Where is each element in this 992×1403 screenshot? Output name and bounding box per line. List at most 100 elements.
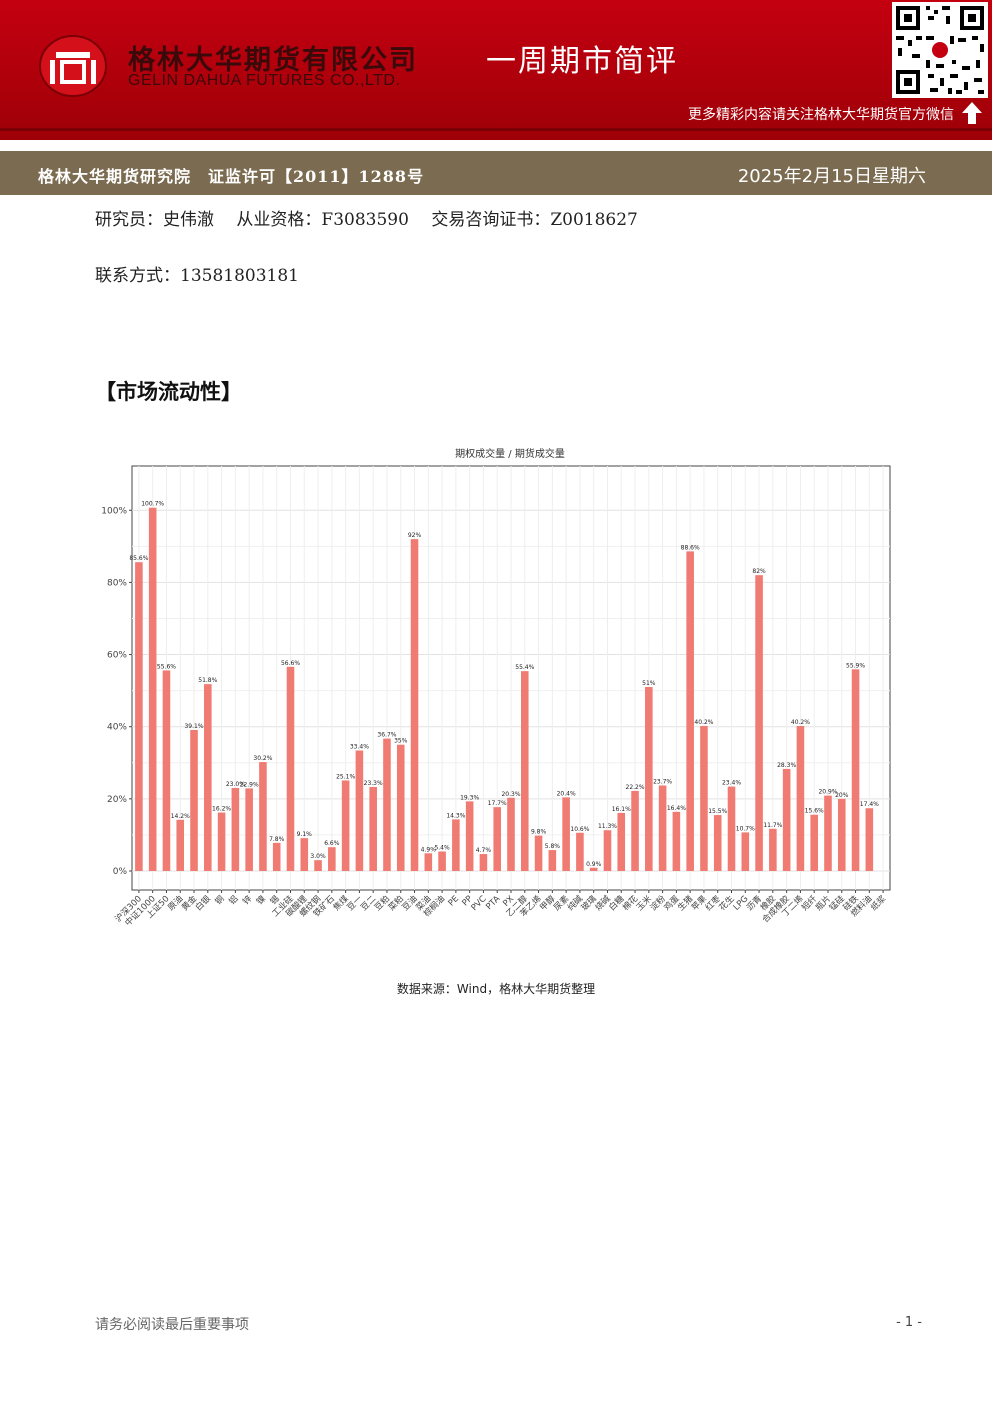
bar <box>452 819 460 871</box>
bar <box>824 795 832 871</box>
bar <box>396 744 405 871</box>
data-label: 40.2% <box>791 719 810 726</box>
bar <box>589 867 598 871</box>
footer-disclaimer: 请务必阅读最后重要事项 <box>95 1317 249 1333</box>
x-tick-label: 锌 <box>240 893 254 907</box>
data-label: 14.3% <box>446 812 465 819</box>
data-label: 28.3% <box>777 762 796 769</box>
chart-title: 期权成交量 / 期货成交量 <box>455 447 565 460</box>
header-banner <box>0 0 992 140</box>
report-title: 一周期市简评 <box>486 44 678 79</box>
x-tick-label: 白银 <box>193 893 213 913</box>
bar <box>727 786 736 871</box>
bar <box>190 729 198 871</box>
bar <box>507 797 515 871</box>
bar <box>314 860 322 871</box>
data-label: 23.3% <box>364 780 383 787</box>
data-source: 数据来源：Wind，格林大华期货整理 <box>396 982 596 996</box>
data-label: 82% <box>752 568 766 575</box>
y-tick-label: 20% <box>107 795 127 805</box>
options-futures-ratio-chart: 期权成交量 / 期货成交量 0% 20% 40% 60% 80% 100% 85.6% 10… <box>101 447 891 928</box>
bar <box>769 828 777 871</box>
data-label: 20.4% <box>557 790 576 797</box>
bar <box>341 780 350 871</box>
x-tick-label: 铝 <box>227 893 241 907</box>
x-tick-label: 纸浆 <box>868 893 888 913</box>
arrow-up-icon <box>962 102 982 124</box>
bar <box>135 562 143 871</box>
bar <box>548 850 557 871</box>
bar <box>658 785 667 871</box>
data-label: 17.7% <box>488 800 507 807</box>
data-label: 15.6% <box>805 808 824 815</box>
data-label: 20% <box>835 792 849 799</box>
data-label: 40.2% <box>694 719 713 726</box>
bar <box>259 762 267 871</box>
data-label: 35% <box>394 738 408 745</box>
qr-code-icon <box>892 2 988 98</box>
data-label: 3.0% <box>310 853 326 860</box>
bar <box>217 812 226 871</box>
data-label: 51% <box>642 680 656 687</box>
bar <box>782 768 791 871</box>
y-axis: 0% 20% 40% 60% 80% 100% <box>101 506 132 877</box>
x-tick-label: PE <box>446 894 460 908</box>
bar <box>204 684 212 871</box>
x-tick-label: 铜 <box>213 893 227 907</box>
data-label: 23.4% <box>722 780 741 787</box>
x-axis: 沪深300中证1000上证50原油黄金白银铜铝锌镍锡工业硅碳酸锂螺纹钢铁矿石焦煤… <box>113 890 889 928</box>
data-label: 39.1% <box>184 723 203 730</box>
y-tick-label: 100% <box>101 506 127 516</box>
bar <box>865 808 874 871</box>
data-label: 6.6% <box>324 840 340 847</box>
bar <box>231 788 240 871</box>
data-label: 15.5% <box>708 808 727 815</box>
bar <box>700 725 708 871</box>
y-tick-label: 60% <box>107 651 127 661</box>
bar <box>438 851 446 871</box>
bar <box>286 666 295 871</box>
data-label: 51.8% <box>198 677 217 684</box>
data-label: 5.4% <box>434 845 450 852</box>
bar <box>603 830 612 871</box>
bar <box>851 669 860 871</box>
bar <box>562 797 570 871</box>
data-label: 85.6% <box>129 555 148 562</box>
data-label: 9.1% <box>297 831 313 838</box>
chart-grid <box>131 465 891 891</box>
bar <box>148 507 157 871</box>
data-label: 23.0% <box>226 781 245 788</box>
data-label: 25.1% <box>336 773 355 780</box>
bar <box>686 551 694 871</box>
bars: 85.6% 100.7% 55.6% 14.2% 39.1% 51.8% 16.2% 23.0… <box>129 501 879 871</box>
data-label: 55.9% <box>846 662 865 669</box>
bar <box>576 832 584 871</box>
bar <box>176 819 185 871</box>
company-logo <box>39 35 107 97</box>
bar <box>272 842 281 871</box>
institute-license: 格林大华期货研究院 证监许可【2011】1288号 <box>38 167 425 186</box>
x-tick-label: PTA <box>484 894 502 912</box>
bar <box>479 854 488 871</box>
data-label: 17.4% <box>860 801 879 808</box>
bar <box>493 807 502 871</box>
company-name-cn: 格林大华期货有限公司 <box>128 45 418 76</box>
bar <box>755 575 763 871</box>
bar <box>631 790 639 871</box>
data-label: 16.1% <box>612 806 631 813</box>
follow-wechat-text: 更多精彩内容请关注格林大华期货官方微信 <box>688 107 954 123</box>
company-name-en: GELIN DAHUA FUTURES CO.,LTD. <box>128 72 401 89</box>
data-label: 92% <box>408 532 422 539</box>
bar <box>534 835 543 871</box>
bar <box>245 788 253 871</box>
data-label: 20.3% <box>501 791 520 798</box>
data-label: 10.7% <box>736 825 755 832</box>
data-label: 10.6% <box>570 826 589 833</box>
data-label: 16.2% <box>212 806 231 813</box>
data-label: 30.2% <box>253 755 272 762</box>
bar <box>741 832 750 871</box>
data-label: 19.3% <box>460 794 479 801</box>
data-label: 55.6% <box>157 663 176 670</box>
data-label: 100.7% <box>141 501 164 508</box>
y-tick-label: 0% <box>113 867 128 877</box>
